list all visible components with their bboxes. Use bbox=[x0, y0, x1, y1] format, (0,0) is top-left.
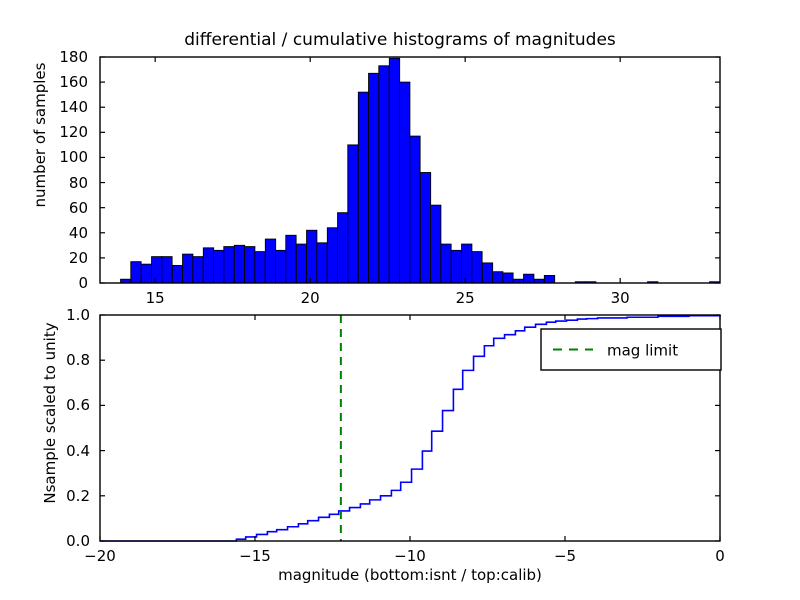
histogram-bar bbox=[388, 57, 401, 284]
histogram-bar bbox=[523, 273, 535, 284]
top-axes-frame bbox=[99, 56, 721, 284]
bottom-ytick-label: 1.0 bbox=[66, 306, 90, 324]
top-ytick-label: 180 bbox=[59, 48, 88, 66]
top-axis-ylabel: number of samples bbox=[31, 62, 49, 208]
top-ytick-label: 60 bbox=[68, 198, 88, 217]
histogram-bar bbox=[316, 242, 328, 284]
top-xtick-label: 15 bbox=[145, 289, 165, 307]
bottom-xtick-label: −5 bbox=[553, 547, 577, 565]
histogram-bar bbox=[378, 65, 390, 284]
bottom-ytick-label: 0.0 bbox=[66, 532, 90, 550]
histogram-bar bbox=[140, 263, 153, 284]
histogram-bar bbox=[182, 253, 194, 284]
top-xtick-label: 20 bbox=[300, 289, 320, 307]
histogram-bar bbox=[130, 261, 142, 284]
top-subplot bbox=[99, 56, 721, 284]
bottom-ytick-label: 0.6 bbox=[66, 396, 90, 415]
histogram-bar bbox=[492, 271, 504, 284]
top-ytick-label: 20 bbox=[68, 248, 88, 267]
bottom-xtick-label: −20 bbox=[84, 547, 116, 565]
histogram-bar bbox=[192, 256, 204, 284]
legend-label-mag-limit: mag limit bbox=[607, 342, 678, 360]
histogram-bar bbox=[440, 243, 452, 284]
histogram-bar bbox=[326, 227, 339, 284]
histogram-bar bbox=[213, 249, 225, 284]
bottom-axis-xlabel: magnitude (bottom:isnt / top:calib) bbox=[278, 566, 542, 584]
top-ytick-label: 160 bbox=[59, 73, 88, 92]
histogram-bar bbox=[450, 249, 463, 284]
cumulative-curve bbox=[100, 314, 721, 542]
top-xtick-label: 25 bbox=[455, 289, 475, 307]
histogram-bars bbox=[120, 57, 721, 284]
histogram-bar bbox=[409, 135, 421, 284]
histogram-bar bbox=[543, 275, 556, 284]
histogram-bar bbox=[357, 91, 370, 284]
histogram-bar bbox=[419, 172, 432, 284]
histogram-bar bbox=[285, 234, 297, 284]
bottom-xtick-label: −15 bbox=[239, 547, 271, 565]
histogram-bar bbox=[171, 264, 184, 284]
top-ytick-label: 80 bbox=[68, 173, 88, 192]
histogram-bar bbox=[295, 243, 308, 284]
histogram-bar bbox=[202, 247, 215, 284]
histogram-bar bbox=[151, 256, 163, 284]
histogram-bar bbox=[502, 272, 514, 284]
histogram-bar bbox=[337, 212, 349, 284]
top-ytick-label: 0 bbox=[78, 274, 88, 292]
histogram-bar bbox=[461, 243, 473, 284]
histogram-bar bbox=[430, 204, 442, 284]
legend[interactable]: mag limit bbox=[540, 328, 722, 371]
top-ytick-label: 140 bbox=[59, 98, 88, 117]
histogram-bar bbox=[244, 246, 256, 284]
histogram-bar bbox=[481, 262, 494, 284]
bottom-subplot bbox=[99, 314, 721, 542]
histogram-bar bbox=[275, 249, 287, 284]
histogram-bar bbox=[254, 251, 266, 284]
histogram-bar bbox=[161, 256, 173, 284]
histogram-bar bbox=[471, 251, 483, 284]
top-xtick-label: 30 bbox=[610, 289, 630, 307]
histogram-bar bbox=[233, 244, 246, 284]
bottom-ytick-label: 0.8 bbox=[66, 351, 90, 370]
histogram-bar bbox=[223, 246, 235, 284]
top-ytick-label: 100 bbox=[59, 148, 88, 167]
bottom-ytick-label: 0.2 bbox=[66, 486, 90, 505]
bottom-xtick-label: 0 bbox=[715, 547, 725, 565]
histogram-bar bbox=[347, 144, 359, 284]
bottom-ytick-label: 0.4 bbox=[66, 441, 90, 460]
histogram-bar bbox=[306, 229, 318, 284]
bottom-xtick-label: −10 bbox=[394, 547, 426, 565]
chart-title: differential / cumulative histograms of … bbox=[184, 30, 616, 50]
histogram-bar bbox=[368, 72, 380, 284]
histogram-bar bbox=[399, 81, 411, 284]
top-ytick-label: 40 bbox=[68, 223, 88, 242]
histogram-bar bbox=[264, 238, 277, 284]
top-ytick-label: 120 bbox=[59, 123, 88, 142]
